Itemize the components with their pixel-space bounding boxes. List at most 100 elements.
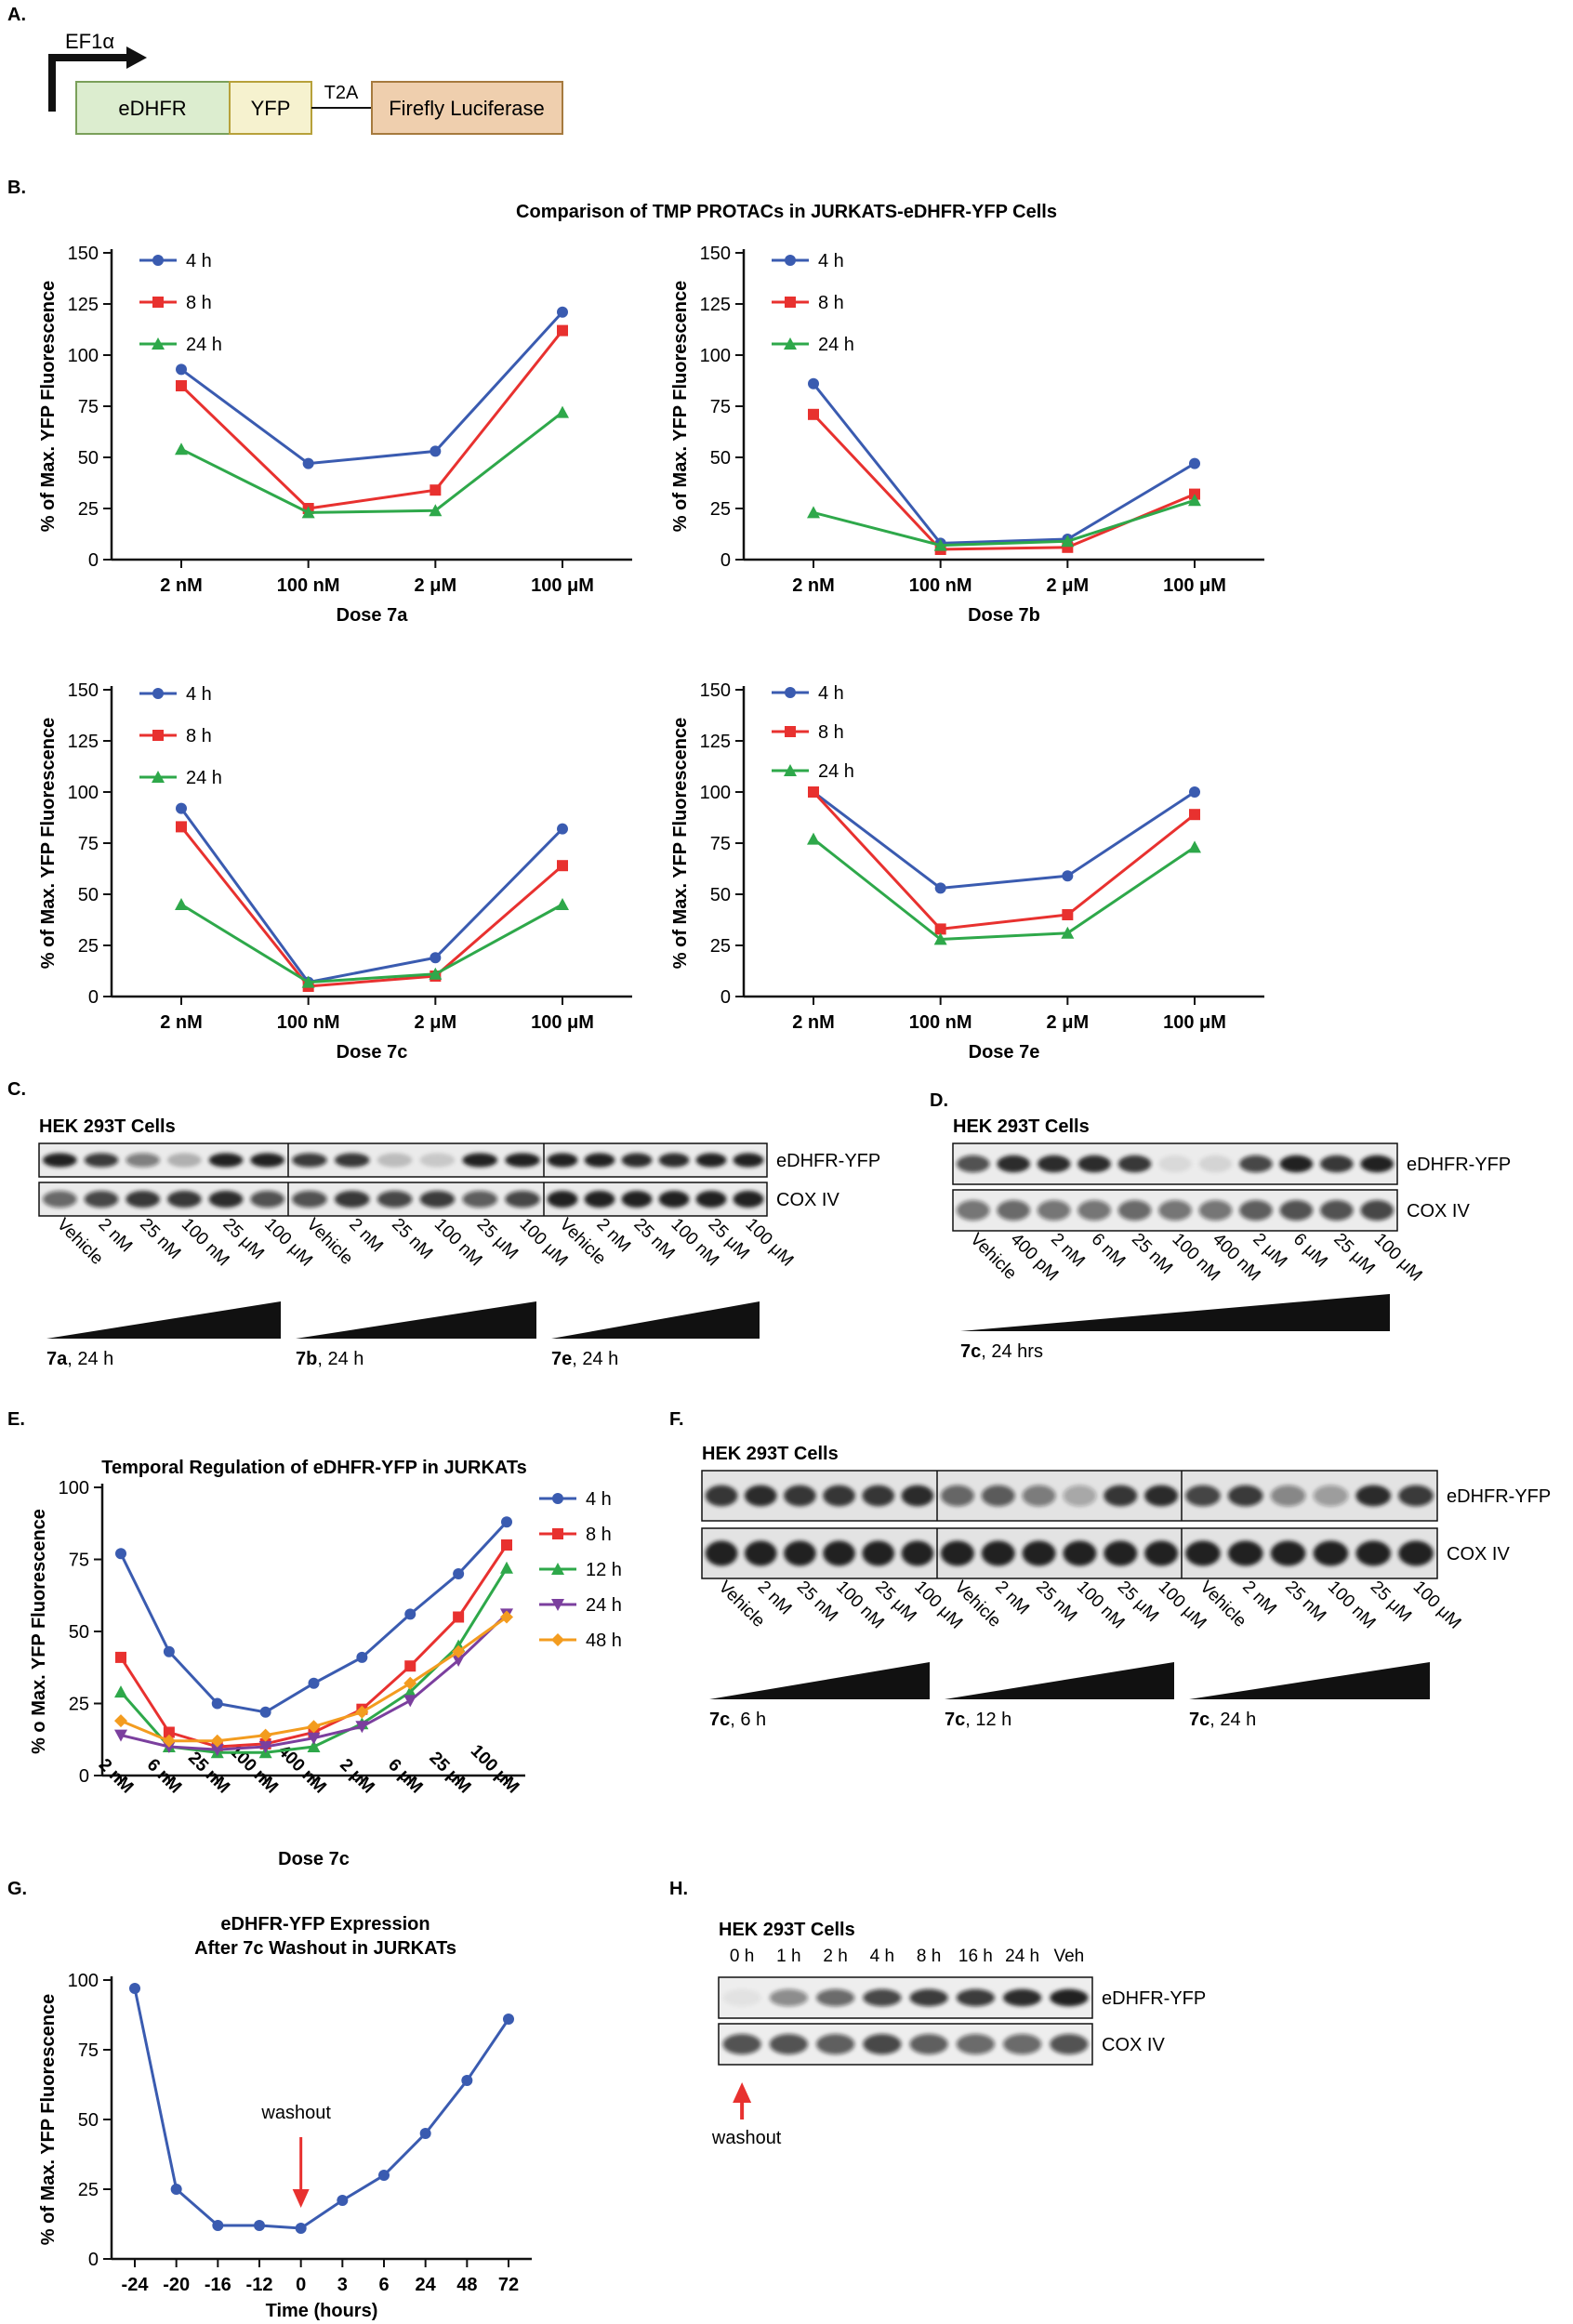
y-tick-label: 0 xyxy=(79,1766,89,1787)
legend-label: 8 h xyxy=(818,722,844,743)
x-tick-label: -16 xyxy=(205,2275,231,2295)
chart-b3: 0 25 50 75 100 125 150 2 nM 100 nM 2 μM 100 μM Dose… xyxy=(38,680,632,1063)
blot-lane-label: 25 nM xyxy=(136,1215,184,1263)
marker-circle xyxy=(170,2184,182,2195)
x-axis-label: Dose 7c xyxy=(337,1042,408,1063)
y-tick-label: 25 xyxy=(78,936,99,957)
blot-lane-label: 100 μM xyxy=(741,1215,797,1271)
marker-circle xyxy=(461,2075,473,2086)
band-edhfr-yfp xyxy=(462,1153,498,1168)
series-line-8h xyxy=(179,329,564,510)
band-cox-iv xyxy=(1003,2034,1042,2054)
marker-circle xyxy=(557,823,568,835)
band-cox-iv xyxy=(1117,1200,1152,1221)
y-tick-label: 100 xyxy=(59,1478,89,1499)
series-line-8h xyxy=(179,825,563,988)
band-edhfr-yfp xyxy=(956,1155,990,1173)
blot-band-label: eDHFR-YFP xyxy=(1447,1486,1551,1507)
x-tick-label: 72 xyxy=(498,2275,519,2295)
legend-label: 4 h xyxy=(186,251,212,271)
band-cox-iv xyxy=(1185,1540,1221,1566)
y-tick-label: 75 xyxy=(710,834,731,854)
y-tick-label: 25 xyxy=(69,1695,89,1715)
band-edhfr-yfp xyxy=(658,1153,690,1168)
washout-label: washout xyxy=(711,2128,782,2148)
blot-lane-label: 0 h xyxy=(730,1947,754,1966)
blot-lane-label: 8 h xyxy=(917,1947,941,1966)
band-cox-iv xyxy=(909,2034,948,2054)
marker-circle xyxy=(176,363,187,376)
blot-band-label: eDHFR-YFP xyxy=(1407,1155,1511,1175)
luciferase-box xyxy=(371,81,563,135)
band-edhfr-yfp xyxy=(997,1155,1030,1173)
y-tick-label: 125 xyxy=(700,295,731,315)
band-edhfr-yfp xyxy=(863,1988,902,2007)
band-cox-iv xyxy=(1355,1540,1392,1566)
band-cox-iv xyxy=(208,1191,244,1208)
marker-square xyxy=(1062,909,1074,920)
blot-lane-label: Veh xyxy=(1053,1947,1084,1966)
charts-layer: 0 25 50 75 100 125 150 2 nM 100 nM 2 μM 100 μM Dose… xyxy=(29,244,1264,2321)
panel-letter-d: D. xyxy=(930,1090,948,1111)
band-cox-iv xyxy=(997,1200,1030,1221)
marker-triangle xyxy=(301,975,315,988)
band-edhfr-yfp xyxy=(1320,1155,1354,1173)
band-cox-iv xyxy=(863,2034,902,2054)
dose-wedge-caption: 7e, 24 h xyxy=(551,1349,618,1369)
marker-diamond xyxy=(403,1676,417,1690)
yfp-box xyxy=(229,81,312,135)
y-axis-label: % of Max. YFP Fluorescence xyxy=(670,718,691,969)
series-line-8h xyxy=(119,1544,509,1749)
marker-triangle xyxy=(784,337,797,350)
marker-circle xyxy=(785,687,796,698)
band-edhfr-yfp xyxy=(377,1153,413,1168)
marker-triangle xyxy=(556,898,569,910)
x-tick-label: 100 nM xyxy=(277,575,340,596)
band-cox-iv xyxy=(43,1191,77,1208)
marker-diamond xyxy=(355,1705,369,1719)
marker-square xyxy=(808,786,819,798)
legend-label: 8 h xyxy=(186,726,212,746)
band-cox-iv xyxy=(1198,1200,1233,1221)
panel-letter-g: G. xyxy=(7,1879,27,1899)
band-cox-iv xyxy=(377,1191,413,1208)
y-tick-label: 100 xyxy=(68,346,99,366)
marker-triangle xyxy=(429,504,443,517)
marker-square xyxy=(176,821,187,833)
marker-triangle xyxy=(933,932,947,945)
x-axis-label: Dose 7b xyxy=(968,605,1040,626)
marker-circle xyxy=(430,952,442,964)
panel-letter-a: A. xyxy=(7,5,26,25)
marker-triangle-down xyxy=(355,1721,369,1734)
band-cox-iv xyxy=(584,1191,615,1208)
band-cox-iv xyxy=(722,2034,761,2054)
band-edhfr-yfp xyxy=(621,1153,653,1168)
x-tick-label: 100 nM xyxy=(909,575,972,596)
series-line-8h xyxy=(812,790,1196,931)
marker-triangle xyxy=(500,1561,513,1574)
marker-triangle xyxy=(114,1685,127,1698)
band-cox-iv xyxy=(1104,1540,1138,1566)
y-tick-label: 100 xyxy=(68,1971,99,1991)
x-tick-label: 2 μM xyxy=(1047,1012,1090,1033)
band-edhfr-yfp xyxy=(292,1153,327,1168)
chart-b1: 0 25 50 75 100 125 150 2 nM 100 nM 2 μM 100 μM Dose… xyxy=(38,244,632,626)
band-edhfr-yfp xyxy=(1279,1155,1314,1173)
promoter-label: EF1α xyxy=(65,30,114,53)
washout-arrow-icon xyxy=(292,2189,310,2208)
marker-triangle-down xyxy=(452,1655,466,1667)
marker-circle xyxy=(295,2223,307,2234)
blot-lane-label: 6 μM xyxy=(1289,1230,1331,1272)
band-cox-iv xyxy=(784,1540,816,1566)
band-cox-iv xyxy=(419,1191,456,1208)
band-cox-iv xyxy=(1037,1200,1071,1221)
band-edhfr-yfp xyxy=(816,1988,855,2007)
marker-circle xyxy=(378,2170,390,2181)
band-edhfr-yfp xyxy=(1144,1485,1179,1507)
band-cox-iv xyxy=(621,1191,653,1208)
band-cox-iv xyxy=(956,1200,990,1221)
band-cox-iv xyxy=(547,1191,578,1208)
marker-square xyxy=(176,380,187,391)
